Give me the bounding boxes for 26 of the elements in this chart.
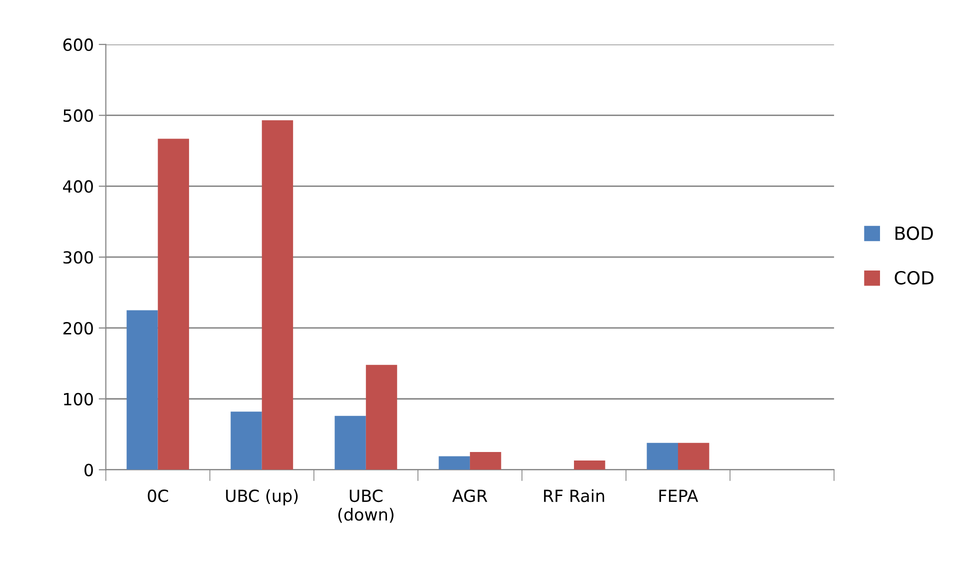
x-tick-label: RF Rain (544, 489, 604, 502)
y-tick-label: 200 (63, 322, 93, 335)
legend-label: COD (894, 270, 934, 285)
y-tick-label: 600 (63, 38, 93, 52)
y-tick-label: 100 (64, 392, 93, 406)
x-tick-label: UBC (up) (226, 489, 298, 506)
bar (230, 412, 262, 470)
x-tick-label: AGR (452, 489, 488, 502)
bar (646, 442, 678, 470)
y-tick-label: 300 (63, 251, 93, 264)
y-tick-label: 400 (63, 180, 93, 193)
y-tick-label: 0 (84, 464, 93, 476)
legend-label: BOD (896, 226, 933, 240)
bar (262, 120, 294, 470)
x-tick-label: 0C (148, 489, 168, 502)
bar (158, 138, 190, 470)
x-tick-label: FEPA (659, 490, 698, 502)
bar (470, 452, 502, 470)
bar (678, 442, 710, 470)
y-tick-label: 500 (63, 109, 93, 122)
bar (126, 310, 158, 470)
bar (334, 416, 366, 470)
x-tick-label: UBC (down) (338, 489, 394, 523)
bar (574, 460, 606, 470)
bar (438, 456, 470, 470)
bar (366, 364, 398, 470)
